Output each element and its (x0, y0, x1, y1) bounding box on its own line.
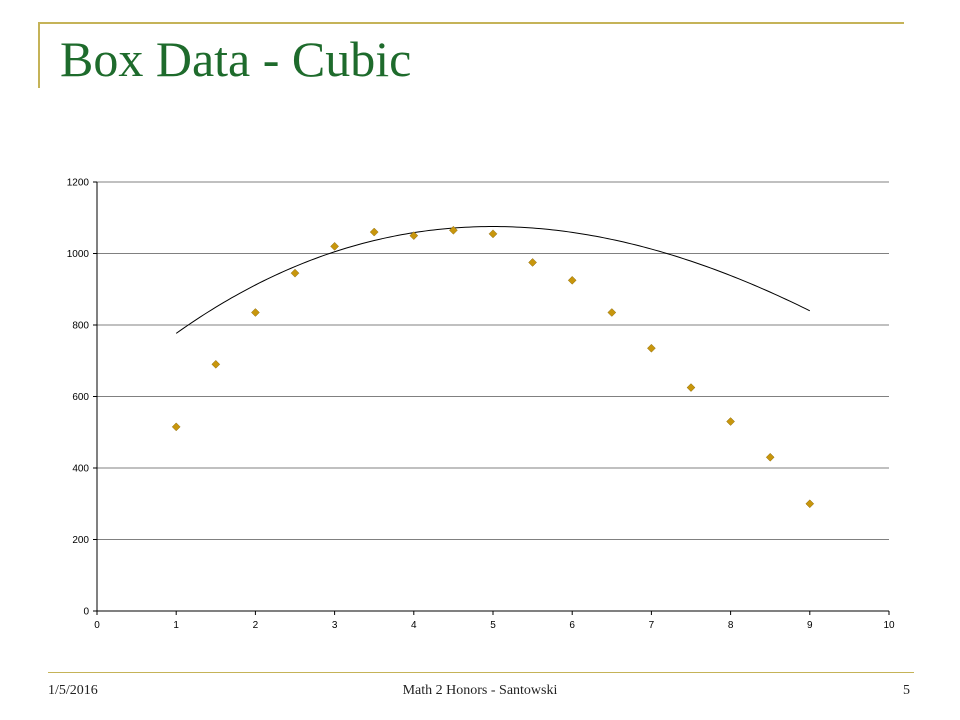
data-point (686, 383, 696, 392)
cubic-trendline (175, 226, 811, 334)
footer-rule (48, 672, 914, 673)
data-point (211, 359, 221, 369)
data-point (765, 452, 775, 462)
x-tick-label: 6 (569, 620, 575, 631)
x-tick-label: 3 (332, 620, 338, 631)
y-tick-label: 200 (72, 535, 89, 546)
data-point (171, 422, 181, 432)
data-point (330, 241, 339, 251)
page-number: 5 (903, 683, 910, 698)
footer-date: 1/5/2016 (48, 683, 98, 698)
y-tick-label: 1000 (67, 249, 90, 260)
data-point (290, 268, 300, 278)
data-point (647, 343, 656, 353)
y-tick-label: 600 (72, 392, 89, 403)
y-tick-label: 400 (72, 464, 89, 475)
data-point (805, 499, 815, 509)
title-frame-top (38, 22, 904, 24)
y-tick-label: 1200 (67, 178, 90, 189)
slide-title: Box Data - Cubic (60, 31, 412, 87)
x-tick-label: 10 (883, 620, 895, 631)
data-point (369, 227, 379, 237)
y-tick-label: 800 (72, 321, 89, 332)
x-tick-label: 5 (490, 620, 496, 631)
x-tick-label: 1 (173, 620, 179, 631)
x-tick-label: 9 (807, 620, 813, 631)
x-tick-label: 4 (411, 620, 417, 631)
x-tick-label: 7 (649, 620, 655, 631)
data-point (567, 275, 577, 285)
data-point (528, 258, 537, 267)
title-frame-left (38, 22, 40, 88)
x-tick-label: 8 (728, 620, 734, 631)
data-point (488, 229, 498, 239)
data-point (607, 308, 617, 317)
footer-title: Math 2 Honors - Santowski (402, 683, 558, 698)
data-point (449, 225, 458, 235)
y-tick-label: 0 (83, 607, 89, 618)
data-point (251, 308, 260, 317)
data-point (726, 417, 735, 426)
data-point (409, 231, 419, 240)
x-tick-label: 0 (94, 620, 100, 631)
x-tick-label: 2 (253, 620, 259, 631)
